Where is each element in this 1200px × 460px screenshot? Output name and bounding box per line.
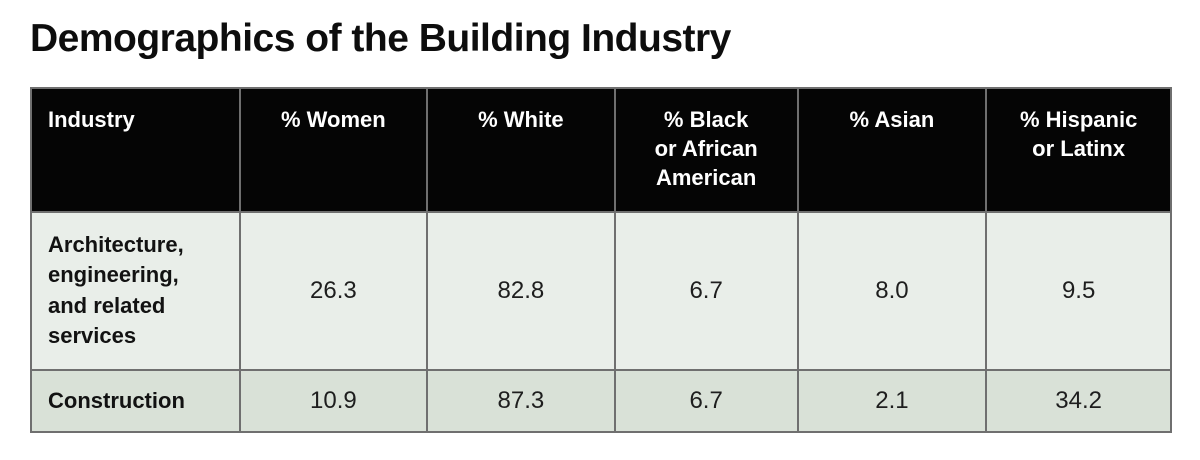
column-header-black-or-african-american: % Black or African American xyxy=(613,86,799,213)
value-cell-hispanic: 9.5 xyxy=(985,210,1172,371)
industry-cell: Architecture, engineering, and related s… xyxy=(30,210,241,371)
demographics-table: Industry % Women % White % Black or Afri… xyxy=(30,86,1172,433)
column-header-hispanic-or-latinx: % Hispanic or Latinx xyxy=(985,86,1172,213)
value-cell-women: 10.9 xyxy=(238,368,429,433)
column-header-white: % White xyxy=(426,86,616,213)
value-cell-black: 6.7 xyxy=(613,368,799,433)
value-cell-white: 87.3 xyxy=(426,368,616,433)
table-row-construction: Construction 10.9 87.3 6.7 2.1 34.2 xyxy=(30,368,1172,433)
value-cell-hispanic: 34.2 xyxy=(985,368,1172,433)
value-cell-women: 26.3 xyxy=(238,210,429,371)
value-cell-black: 6.7 xyxy=(613,210,799,371)
header-row: Industry % Women % White % Black or Afri… xyxy=(30,86,1172,213)
column-header-industry: Industry xyxy=(30,86,241,213)
value-cell-asian: 8.0 xyxy=(796,210,988,371)
value-cell-white: 82.8 xyxy=(426,210,616,371)
industry-cell: Construction xyxy=(30,368,241,433)
column-header-women: % Women xyxy=(238,86,429,213)
page-title: Demographics of the Building Industry xyxy=(30,17,731,60)
value-cell-asian: 2.1 xyxy=(796,368,988,433)
table-row-architecture: Architecture, engineering, and related s… xyxy=(30,210,1172,371)
column-header-asian: % Asian xyxy=(796,86,988,213)
